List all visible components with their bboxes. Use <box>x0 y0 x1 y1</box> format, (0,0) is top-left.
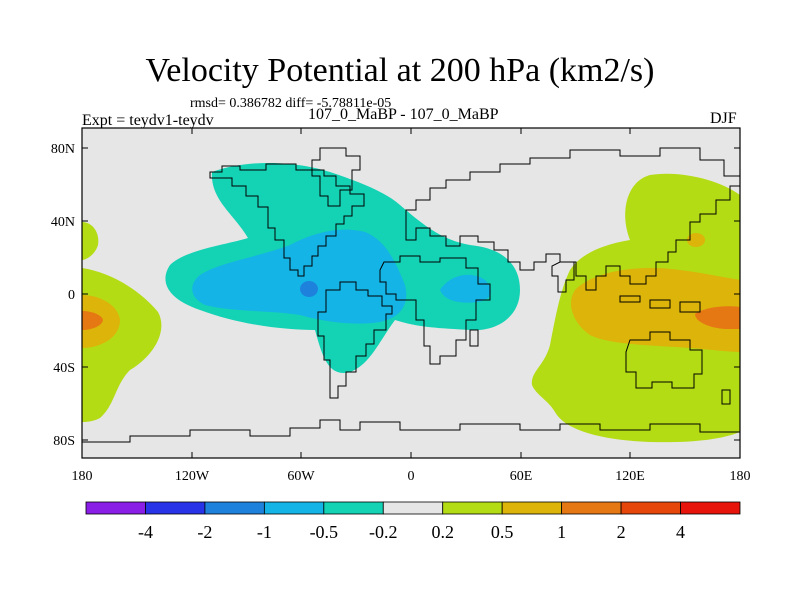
contour-neg-1 <box>300 281 318 297</box>
lon-label-120w: 120W <box>175 469 210 484</box>
lat-label-80n: 80N <box>51 142 75 157</box>
lat-tick-labels: 80N 40N 0 40S 80S <box>51 142 75 449</box>
lat-label-40s: 40S <box>53 361 75 376</box>
lon-label-180w: 180 <box>72 469 93 484</box>
colorbar-label: -4 <box>138 522 153 542</box>
colorbar-label: 1 <box>557 522 566 542</box>
colorbar-label: -0.2 <box>369 522 398 542</box>
lat-label-40n: 40N <box>51 215 75 230</box>
colorbar-swatch <box>323 501 384 515</box>
colorbar-swatch <box>501 501 563 515</box>
colorbar-swatch <box>561 501 622 515</box>
coast-eurasia <box>405 147 740 291</box>
coast-india <box>551 261 575 293</box>
lat-ticks <box>82 147 740 441</box>
coast-antarctica <box>82 419 740 443</box>
lat-label-80s: 80S <box>53 434 75 449</box>
colorbar-swatch <box>680 501 741 515</box>
contour-pos-05-east <box>570 268 740 352</box>
contour-fills <box>82 162 740 443</box>
contour-pos-05-small <box>687 233 705 247</box>
colorbar-swatch <box>263 501 325 515</box>
contour-pos-1-east <box>695 306 740 329</box>
coast-indonesia <box>619 295 701 313</box>
coast-madagascar <box>469 329 479 347</box>
contour-neg-05 <box>192 229 407 324</box>
contour-pos-02-west <box>82 222 99 260</box>
coast-greenland <box>311 147 361 207</box>
colorbar-label: -2 <box>197 522 212 542</box>
cases-label: 107_0_MaBP - 107_0_MaBP <box>308 106 499 123</box>
coast-africa <box>379 255 491 365</box>
experiment-label: Expt = teydv1-teydv <box>82 112 214 129</box>
colorbar-labels: -4 -2 -1 -0.5 -0.2 0.2 0.5 1 2 4 <box>138 522 685 542</box>
lat-label-0: 0 <box>68 288 75 303</box>
colorbar-swatch <box>382 501 444 515</box>
season-label: DJF <box>710 110 737 127</box>
colorbar-label: 2 <box>617 522 626 542</box>
lon-label-180e: 180 <box>730 469 751 484</box>
coast-north-america <box>209 163 365 277</box>
lon-label-0: 0 <box>408 469 415 484</box>
colorbar-label: 4 <box>676 522 685 542</box>
colorbar-swatch <box>620 501 681 515</box>
colorbar <box>85 501 741 515</box>
colorbar-label: 0.2 <box>431 522 454 542</box>
coast-south-america <box>317 281 393 399</box>
lon-ticks <box>81 128 741 458</box>
plot-title: Velocity Potential at 200 hPa (km2/s) <box>145 52 655 89</box>
colorbar-swatch <box>145 501 206 515</box>
stats-label: rmsd= 0.386782 diff= -5.78811e-05 <box>190 96 392 111</box>
colorbar-swatch <box>85 501 146 515</box>
lon-label-60e: 60E <box>510 469 533 484</box>
coastlines <box>82 147 740 443</box>
colorbar-label: 0.5 <box>491 522 514 542</box>
lon-label-60w: 60W <box>287 469 315 484</box>
contour-pos-1-west <box>82 311 103 330</box>
coast-new-zealand <box>721 389 731 405</box>
lon-tick-labels: 180 120W 60W 0 60E 120E 180 <box>72 469 751 484</box>
coast-australia <box>625 331 703 389</box>
colorbar-label: -1 <box>257 522 272 542</box>
lon-label-120e: 120E <box>615 469 645 484</box>
colorbar-label: -0.5 <box>310 522 339 542</box>
colorbar-swatch <box>204 501 265 515</box>
colorbar-swatch <box>442 501 503 515</box>
